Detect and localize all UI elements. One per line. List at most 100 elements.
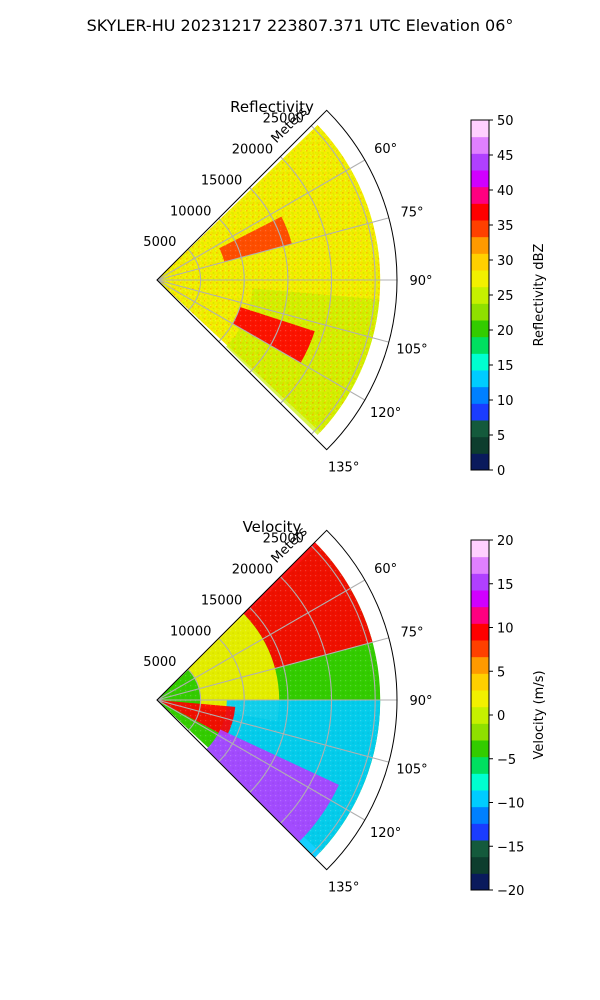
colorbar-segment [471, 320, 489, 338]
radial-tick-label: 15000 [201, 593, 242, 608]
colorbar-segment [471, 186, 489, 204]
colorbar-tick-label: −5 [497, 753, 516, 768]
angular-tick-label: 75° [400, 626, 423, 641]
radial-tick-label: 15000 [201, 173, 242, 188]
colorbar: −20 −15 −10 −5 0 5 10 15 20 Velocity (m/s) [470, 534, 547, 899]
colorbar-segment [471, 270, 489, 288]
colorbar-tick-label: 15 [497, 578, 514, 593]
colorbar-segment [471, 823, 489, 841]
colorbar-segment [471, 773, 489, 791]
angular-tick-label: 120° [370, 826, 401, 841]
colorbar-segment [471, 286, 489, 304]
colorbar-tick-label: 40 [497, 184, 514, 199]
colorbar-tick-label: 30 [497, 254, 514, 269]
sector-frame [156, 109, 398, 451]
radial-tick-label: 25000 [263, 532, 304, 547]
radial-tick-label: 10000 [170, 204, 211, 219]
radial-tick-label: 25000 [263, 112, 304, 127]
radial-tick-label: 10000 [170, 624, 211, 639]
colorbar-tick-label: 0 [497, 464, 505, 479]
radar-noise-texture [157, 124, 381, 433]
colorbar-segment [471, 236, 489, 254]
radar-data-layer [157, 542, 381, 858]
figure-title: SKYLER-HU 20231217 223807.371 UTC Elevat… [87, 16, 514, 35]
angular-tick-label: 60° [374, 142, 397, 157]
colorbar-tick-label: 35 [497, 219, 514, 234]
colorbar-segment [471, 590, 489, 608]
angular-tick-label: 120° [370, 406, 401, 421]
colorbar-segment [471, 840, 489, 858]
colorbar-segment [471, 220, 489, 238]
colorbar-tick-label: 10 [497, 622, 514, 637]
radial-tick-label: 5000 [143, 235, 176, 250]
colorbar-tick-label: 10 [497, 394, 514, 409]
angular-tick-label: 105° [396, 762, 427, 777]
panel-title: Velocity [243, 518, 302, 536]
azimuth-gridline [156, 217, 389, 281]
colorbar-tick-label: 20 [497, 324, 514, 339]
azimuth-gridline [156, 279, 366, 401]
azimuth-gridline [156, 699, 366, 821]
colorbar-segment [471, 573, 489, 591]
radial-tick-label: 20000 [232, 143, 273, 158]
colorbar-segment [471, 403, 489, 421]
colorbar-segment [471, 723, 489, 741]
colorbar-segment [471, 170, 489, 188]
sector-frame [156, 529, 398, 871]
colorbar-segment [471, 706, 489, 724]
radar-noise-texture [157, 544, 381, 853]
colorbar-label: Velocity (m/s) [532, 670, 547, 759]
colorbar-segment [471, 303, 489, 321]
colorbar-tick-label: 0 [497, 709, 505, 724]
colorbar-segment [471, 386, 489, 404]
colorbar-tick-label: −10 [497, 797, 524, 812]
azimuth-gridline [156, 279, 389, 343]
colorbar-segment [471, 606, 489, 624]
panel-title: Reflectivity [230, 98, 314, 116]
angular-tick-label: 90° [409, 274, 432, 289]
colorbar-segment [471, 640, 489, 658]
colorbar-tick-label: 5 [497, 665, 505, 680]
colorbar-segment [471, 253, 489, 271]
colorbar-segment [471, 353, 489, 371]
colorbar-segment [471, 623, 489, 641]
colorbar-tick-label: 25 [497, 289, 514, 304]
colorbar-segment [471, 690, 489, 708]
colorbar-segment [471, 540, 489, 558]
colorbar-segment [471, 740, 489, 758]
colorbar-segment [471, 873, 489, 891]
colorbar-tick-label: 45 [497, 149, 514, 164]
colorbar-segment [471, 120, 489, 138]
colorbar-segment [471, 136, 489, 154]
colorbar-segment [471, 370, 489, 388]
reflectivity-panel: Reflectivity500010000150002000025000Mete… [143, 98, 547, 479]
azimuth-gridline [156, 699, 389, 763]
radial-tick-label: 20000 [232, 563, 273, 578]
colorbar-segment [471, 453, 489, 471]
azimuth-gridline [156, 159, 366, 281]
colorbar-segment [471, 420, 489, 438]
azimuth-gridline [156, 637, 389, 701]
colorbar-tick-label: 20 [497, 534, 514, 549]
colorbar-tick-label: 5 [497, 429, 505, 444]
angular-tick-label: 105° [396, 342, 427, 357]
colorbar: 0 5 10 15 20 25 30 35 40 45 50 Reflectivity dBZ [470, 114, 547, 479]
colorbar-segment [471, 336, 489, 354]
velocity-panel: Velocity500010000150002000025000Meters60… [143, 518, 547, 899]
colorbar-tick-label: −20 [497, 884, 524, 899]
colorbar-segment [471, 673, 489, 691]
colorbar-segment [471, 153, 489, 171]
radial-tick-label: 5000 [143, 655, 176, 670]
azimuth-gridline [156, 579, 366, 701]
colorbar-tick-label: 15 [497, 359, 514, 374]
colorbar-segment [471, 756, 489, 774]
colorbar-segment [471, 806, 489, 824]
colorbar-segment [471, 856, 489, 874]
colorbar-segment [471, 556, 489, 574]
colorbar-segment [471, 436, 489, 454]
angular-tick-label: 60° [374, 562, 397, 577]
colorbar-label: Reflectivity dBZ [532, 244, 547, 347]
colorbar-tick-label: 50 [497, 114, 514, 129]
angular-tick-label: 135° [328, 461, 359, 476]
